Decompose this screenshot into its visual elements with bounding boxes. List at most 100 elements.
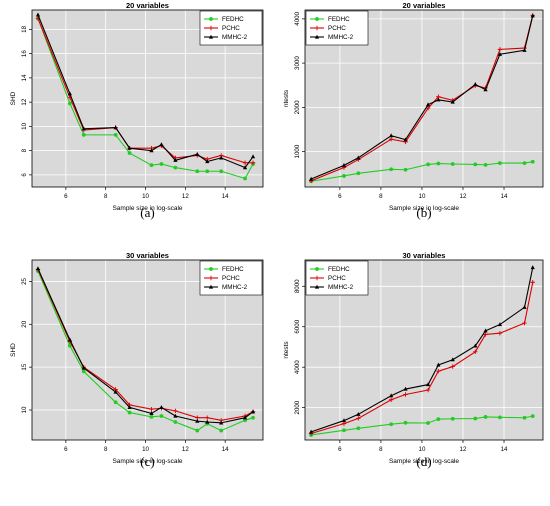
- data-point: [243, 176, 247, 181]
- x-tick-label: 6: [64, 446, 68, 453]
- data-point: [426, 382, 431, 387]
- x-tick-label: 10: [419, 446, 426, 453]
- legend-item: PCHC: [310, 275, 346, 282]
- data-point: [450, 162, 455, 166]
- data-point: [250, 409, 256, 414]
- data-point: [483, 415, 488, 419]
- data-point: [205, 159, 210, 164]
- x-tick-label: 12: [182, 446, 189, 453]
- data-point: [483, 162, 488, 167]
- legend: FEDHC PCHC MMHC-2: [199, 260, 263, 296]
- data-point: [522, 305, 527, 309]
- x-tick-label: 14: [222, 193, 229, 200]
- data-point: [195, 151, 200, 156]
- y-tick-label: 20: [21, 320, 28, 327]
- data-point: [522, 320, 527, 326]
- y-tick-label: 25: [21, 277, 28, 284]
- data-point: [113, 400, 118, 405]
- legend: FEDHC PCHC MMHC-2: [305, 10, 369, 46]
- data-point: [522, 415, 527, 420]
- legend-marker: [209, 17, 213, 21]
- series-fedhc: [309, 159, 535, 184]
- data-point: [473, 349, 478, 355]
- x-tick-label: 8: [104, 446, 108, 453]
- y-tick-label: 8000: [294, 279, 301, 293]
- chart-title: 30 variables: [126, 251, 169, 260]
- data-point: [530, 280, 535, 285]
- data-point: [243, 418, 247, 423]
- plot-frame: [31, 259, 264, 441]
- data-point: [242, 415, 248, 420]
- chart-panel-1: 6 8 10 12 14 6 8 10 12 14 16 18 20 variables Sample s…: [10, 1, 264, 220]
- data-point: [195, 418, 200, 423]
- x-tick-label: 8: [379, 193, 383, 200]
- data-point: [473, 82, 478, 86]
- data-point: [242, 165, 248, 170]
- data-point: [389, 133, 394, 138]
- data-point: [127, 145, 132, 150]
- y-tick-label: 2000: [294, 400, 301, 414]
- data-point: [426, 421, 431, 425]
- x-tick-label: 10: [419, 193, 426, 200]
- data-point: [219, 169, 224, 174]
- data-point: [309, 429, 314, 434]
- data-point: [219, 428, 224, 433]
- legend-marker: [315, 267, 319, 271]
- y-tick-label: 6000: [294, 319, 301, 333]
- legend-marker: [208, 284, 214, 289]
- legend-item: PCHC: [204, 25, 240, 32]
- data-point: [205, 169, 210, 174]
- data-point: [497, 331, 503, 336]
- y-axis-label: SHD: [10, 343, 17, 357]
- x-tick-label: 12: [182, 193, 189, 200]
- data-point: [205, 419, 210, 424]
- data-point: [436, 97, 441, 102]
- x-axis-label: Sample size in log-scale: [112, 205, 182, 212]
- panel-caption: (c): [140, 454, 154, 469]
- data-point: [473, 343, 478, 348]
- data-point: [498, 415, 502, 420]
- data-point: [127, 410, 132, 415]
- data-point: [522, 47, 527, 52]
- series-mmhc-2: [35, 12, 256, 170]
- data-point: [403, 167, 408, 172]
- chart-title: 20 variables: [126, 1, 169, 10]
- data-point: [530, 159, 535, 164]
- data-point: [81, 126, 86, 131]
- legend-item: FEDHC: [310, 266, 350, 273]
- data-point: [356, 426, 361, 431]
- legend-item: PCHC: [204, 275, 240, 282]
- data-point: [522, 161, 527, 166]
- data-point: [436, 362, 441, 367]
- data-point: [342, 428, 346, 433]
- legend-label: MMHC-2: [328, 34, 354, 41]
- legend-marker: [209, 267, 213, 271]
- legend-marker: [208, 34, 214, 39]
- legend-label: PCHC: [222, 275, 240, 282]
- series-pchc: [308, 280, 535, 436]
- data-point: [127, 151, 132, 155]
- legend-item: FEDHC: [204, 266, 244, 273]
- legend-label: PCHC: [328, 275, 346, 282]
- legend-label: MMHC-2: [222, 34, 248, 41]
- data-point: [205, 415, 210, 420]
- data-point: [159, 142, 164, 147]
- data-point: [81, 132, 86, 137]
- data-point: [436, 369, 441, 374]
- data-point: [173, 158, 178, 162]
- data-point: [403, 392, 408, 397]
- legend-item: MMHC-2: [310, 284, 354, 291]
- legend-item: MMHC-2: [204, 284, 248, 291]
- data-point: [497, 51, 503, 56]
- data-point: [113, 389, 118, 394]
- data-point: [473, 162, 478, 167]
- data-point: [250, 160, 256, 165]
- data-point: [195, 428, 200, 433]
- y-tick-label: 10: [21, 406, 28, 413]
- plot-frame: [31, 9, 264, 188]
- y-tick-label: 3000: [294, 56, 301, 70]
- series-fedhc: [36, 269, 255, 433]
- data-point: [483, 328, 488, 333]
- y-axis-label: SHD: [10, 91, 17, 105]
- x-tick-label: 10: [142, 446, 149, 453]
